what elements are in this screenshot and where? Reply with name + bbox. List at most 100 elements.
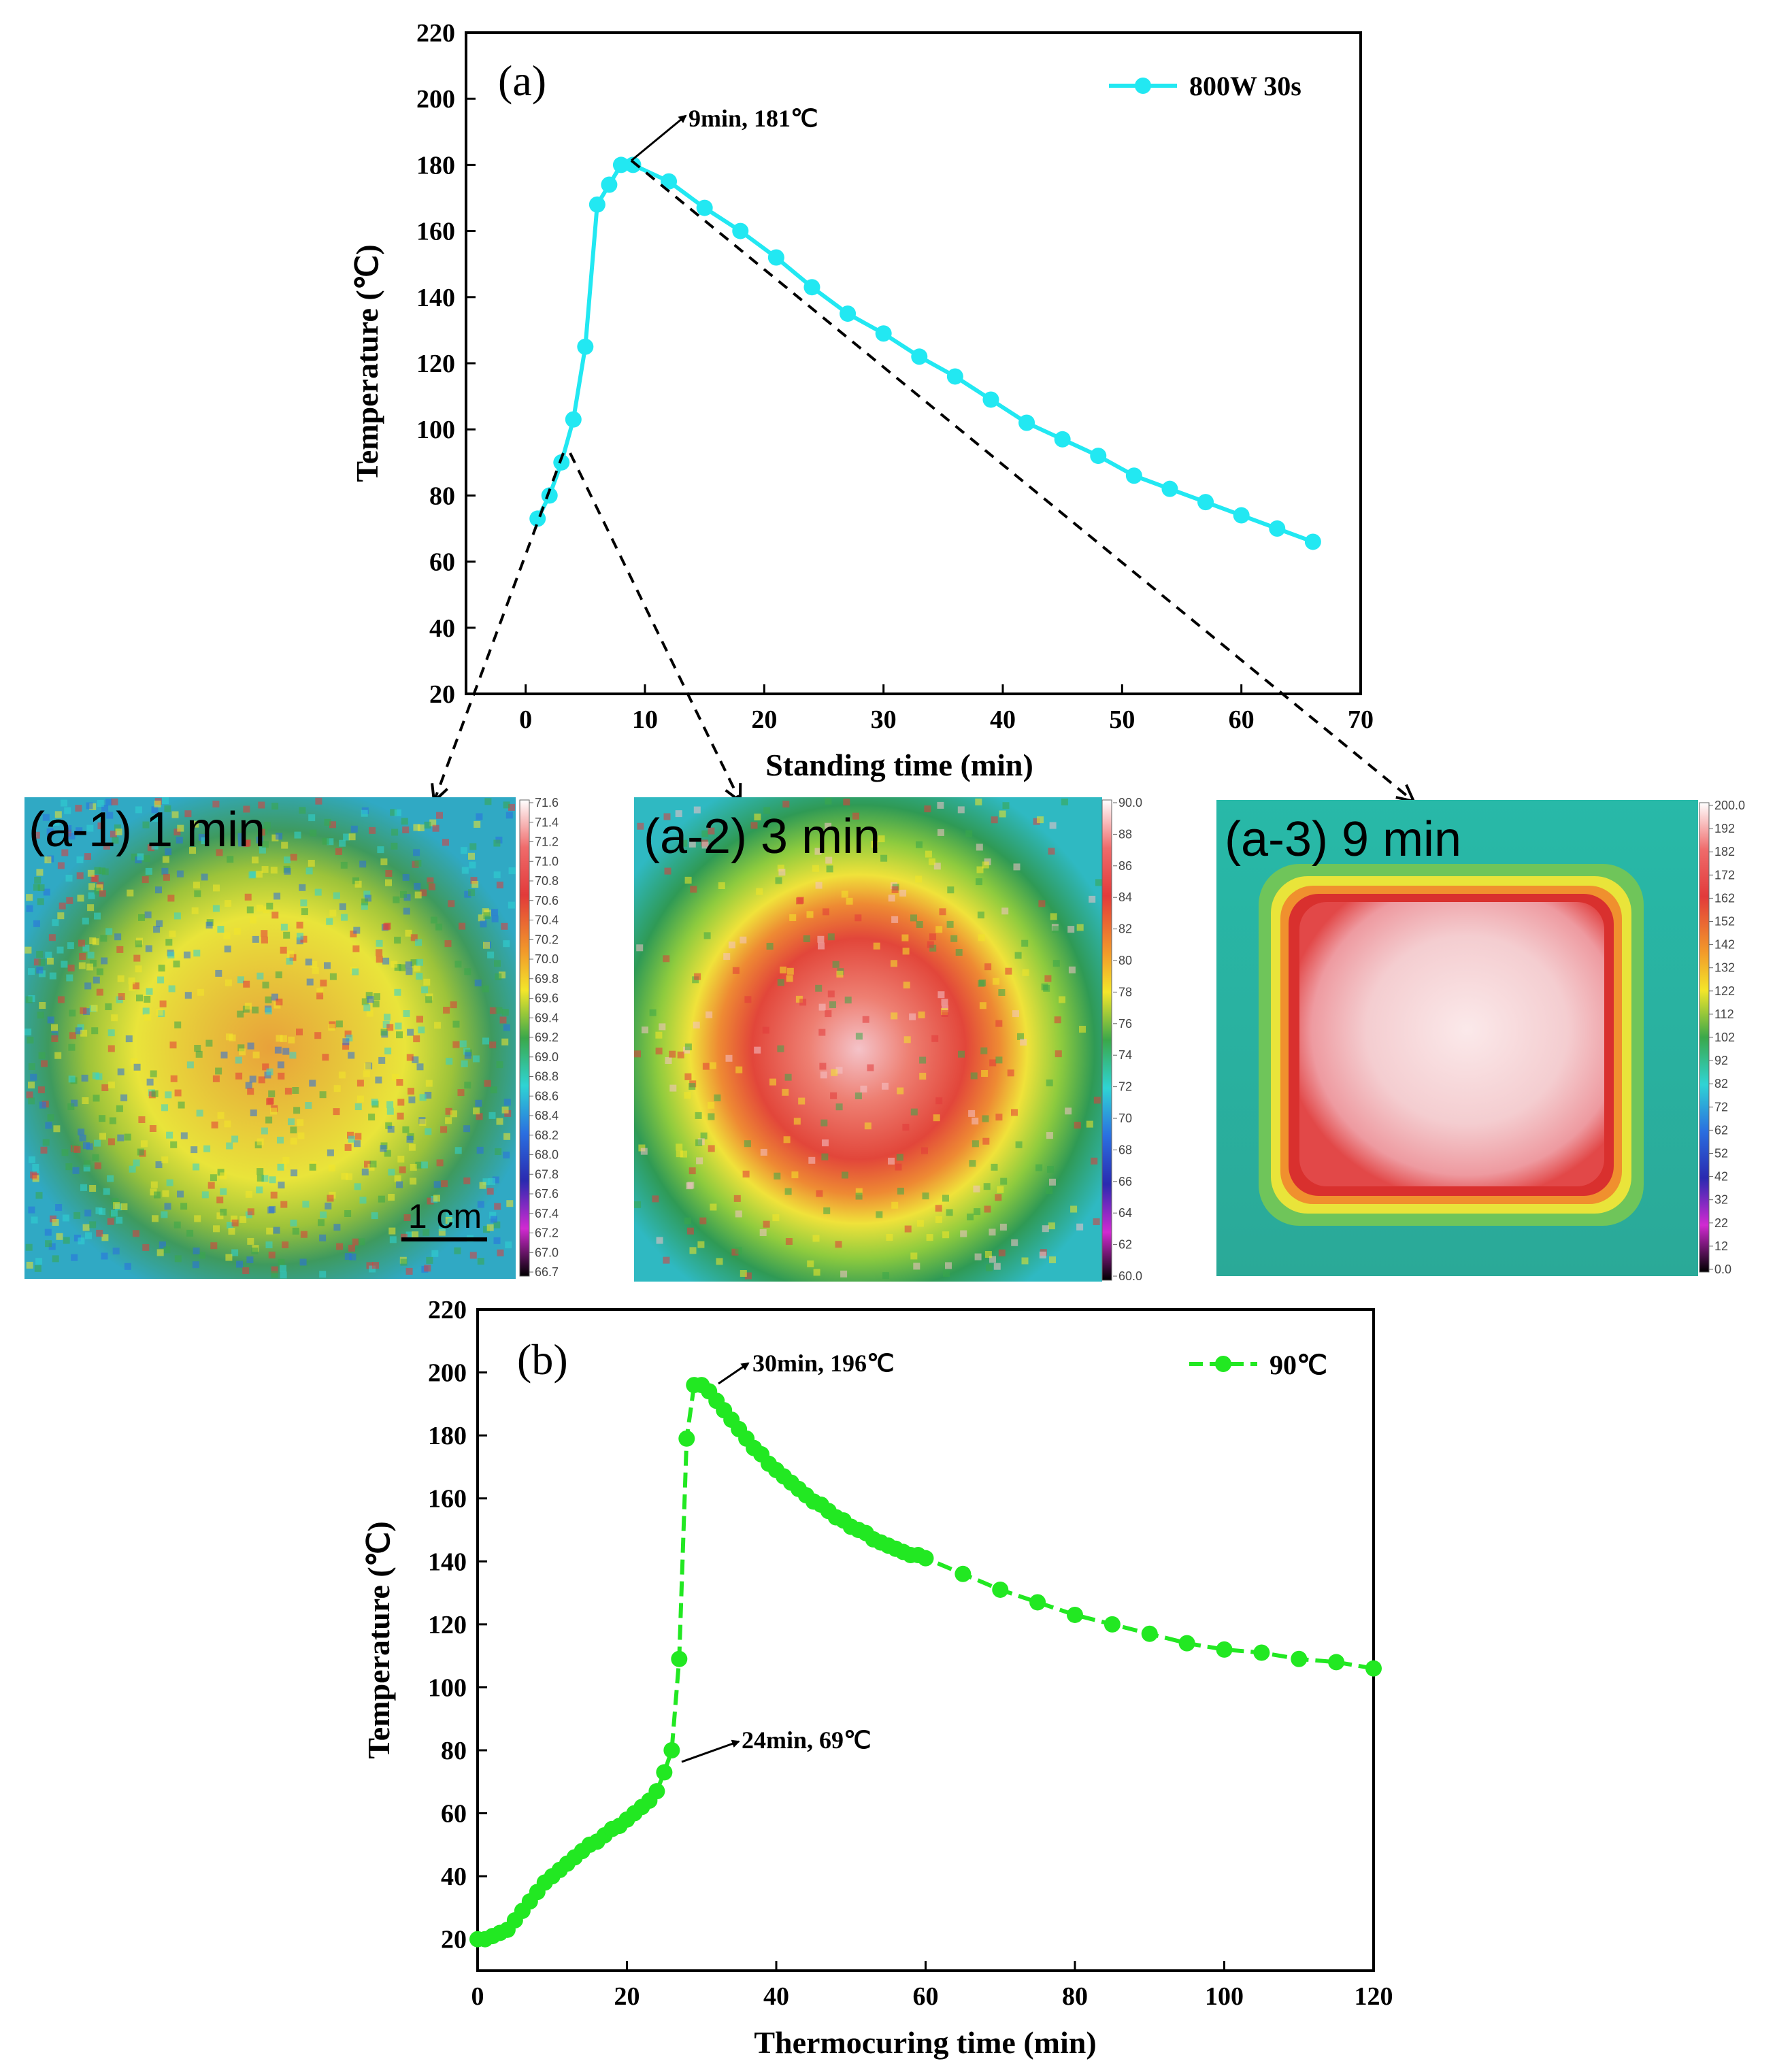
speckle [94,887,101,895]
speckle [420,1161,428,1169]
speckle [280,1201,288,1208]
speckle [166,1131,173,1139]
speckle [634,1050,641,1058]
colorbar-label-3-6: 142 [1714,938,1735,952]
speckle [891,1012,898,1020]
speckle [808,1156,816,1164]
speckle [454,1247,461,1254]
speckle [107,1081,115,1088]
speckle [363,890,371,898]
colorbar-label-1-13: 69.0 [535,1050,559,1064]
speckle [503,801,510,809]
speckle [728,941,735,949]
speckle [1068,966,1076,973]
speckle [266,1098,273,1105]
speckle [756,888,763,895]
speckle [476,1113,483,1120]
colorbar-label-1-17: 68.2 [535,1129,559,1142]
speckle [322,837,329,845]
speckle [926,1234,933,1241]
speckle [484,798,492,805]
data-point-a-3 [565,411,582,428]
speckle [290,854,297,861]
speckle [364,1161,371,1168]
speckle [149,1125,156,1132]
speckle [154,800,161,807]
speckle [910,1252,918,1260]
speckle [49,972,56,980]
speckle [235,1072,243,1080]
speckle [35,1258,43,1265]
x-tick-label-b-4: 80 [1062,1982,1088,2011]
speckle [142,876,149,884]
speckle [84,1209,92,1217]
speckle [825,1010,832,1018]
colorbar-label-2-14: 62 [1118,1238,1132,1252]
speckle [256,1168,264,1175]
speckle [153,926,161,933]
speckle [876,1211,883,1218]
speckle [112,837,119,844]
speckle [479,1182,486,1189]
colorbar-a1 [519,799,530,1277]
speckle [1048,1222,1055,1230]
speckle [162,856,169,863]
speckle [280,923,288,931]
colorbar-label-3-15: 52 [1714,1147,1728,1161]
speckle [501,1038,509,1046]
speckle [684,1044,692,1050]
speckle [358,1238,365,1246]
speckle [335,1020,343,1028]
speckle [489,1212,497,1219]
speckle [688,1083,696,1090]
speckle [909,1013,916,1020]
speckle [194,1045,201,1052]
speckle [394,1175,401,1182]
speckle [763,807,771,814]
data-point-a-1 [541,487,558,504]
colorbar-label-3-4: 162 [1714,891,1735,905]
speckle [292,1227,299,1235]
speckle [695,1139,703,1146]
colorbar-label-1-11: 69.4 [535,1011,559,1024]
speckle [702,1063,710,1070]
speckle [488,1178,495,1185]
panel-b: (b) 0 20 40 60 80 100 120204060801001201401601… [361,1296,1393,2060]
x-axis-title-b: Thermocuring time (min) [754,2025,1096,2060]
speckle [316,992,324,1000]
speckle [384,1014,391,1021]
speckle [231,1215,237,1222]
speckle [247,1208,254,1216]
data-point-b-27 [671,1650,688,1667]
speckle [508,867,516,875]
speckle [57,996,65,1003]
speckle [430,916,437,924]
speckle [48,1243,56,1250]
speckle [386,1024,394,1031]
speckle [967,1214,974,1220]
speckle [957,806,965,814]
speckle [836,971,844,978]
speckle [873,942,880,950]
speckle [255,871,263,878]
speckle [418,1026,425,1034]
speckle [105,799,112,806]
speckle [376,949,383,956]
speckle [505,812,513,819]
speckle [486,1188,494,1195]
speckle [276,1035,283,1042]
speckle [933,863,941,870]
speckle [103,842,110,850]
speckle [39,1101,46,1109]
speckle [446,1058,453,1065]
speckle [31,1216,38,1224]
speckle [468,852,475,860]
speckle [168,985,176,992]
speckle [296,1029,303,1036]
speckle [263,906,270,914]
speckle [815,882,823,889]
speckle [215,1067,222,1075]
speckle [124,1133,131,1141]
speckle [169,931,176,937]
speckle [822,1139,829,1147]
